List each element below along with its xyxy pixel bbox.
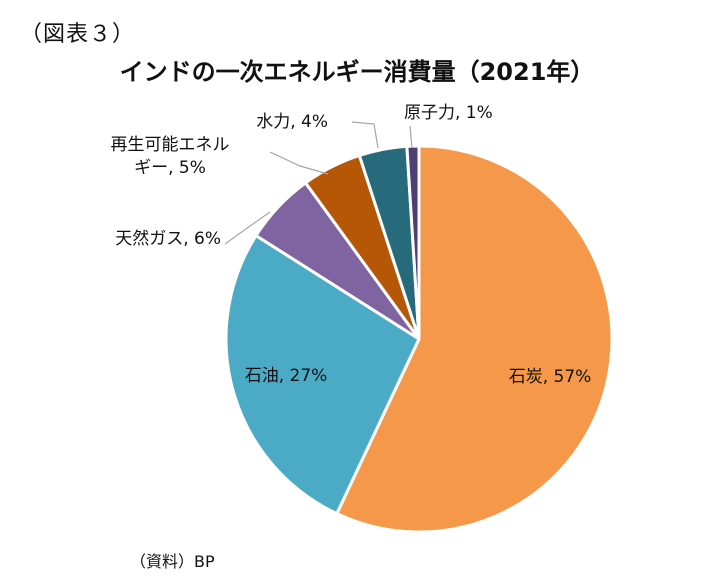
data-label-coal: 石炭, 57% xyxy=(509,367,592,387)
figure-label: （図表３） xyxy=(20,22,136,47)
data-label-line: 石油, 27% xyxy=(245,366,328,386)
data-label-line: 原子力, 1% xyxy=(404,103,493,123)
data-label-oil: 石油, 27% xyxy=(245,366,328,386)
chart-title: インドの一次エネルギー消費量（2021年） xyxy=(119,58,595,86)
data-label-line: 再生可能エネル xyxy=(111,135,230,155)
pie-slice-oil xyxy=(224,234,421,516)
pie-slice-nuclear xyxy=(405,144,421,341)
leader-line-nuclear xyxy=(409,125,413,149)
data-label-line: 石炭, 57% xyxy=(509,367,592,387)
data-label-natural-gas: 天然ガス, 6% xyxy=(115,229,221,249)
data-labels: 石炭, 57% 石油, 27% 天然ガス, 6% 再生可能エネルギー, 5% 水力, 4… xyxy=(111,103,592,387)
pie-slice-coal xyxy=(335,144,614,534)
source-note: （資料）BP xyxy=(130,552,215,571)
data-label-renewable: 再生可能エネルギー, 5% xyxy=(111,135,230,178)
data-label-line: ギー, 5% xyxy=(134,158,206,178)
leader-line-natural-gas xyxy=(224,211,271,245)
leader-line-renewable xyxy=(269,151,329,175)
data-label-line: 天然ガス, 6% xyxy=(115,229,221,249)
data-label-hydro: 水力, 4% xyxy=(256,112,328,132)
pie-slices xyxy=(224,144,614,534)
leader-line-hydro xyxy=(351,121,379,149)
leader-lines xyxy=(224,121,413,245)
data-label-nuclear: 原子力, 1% xyxy=(404,103,493,123)
data-label-line: 水力, 4% xyxy=(256,112,328,132)
